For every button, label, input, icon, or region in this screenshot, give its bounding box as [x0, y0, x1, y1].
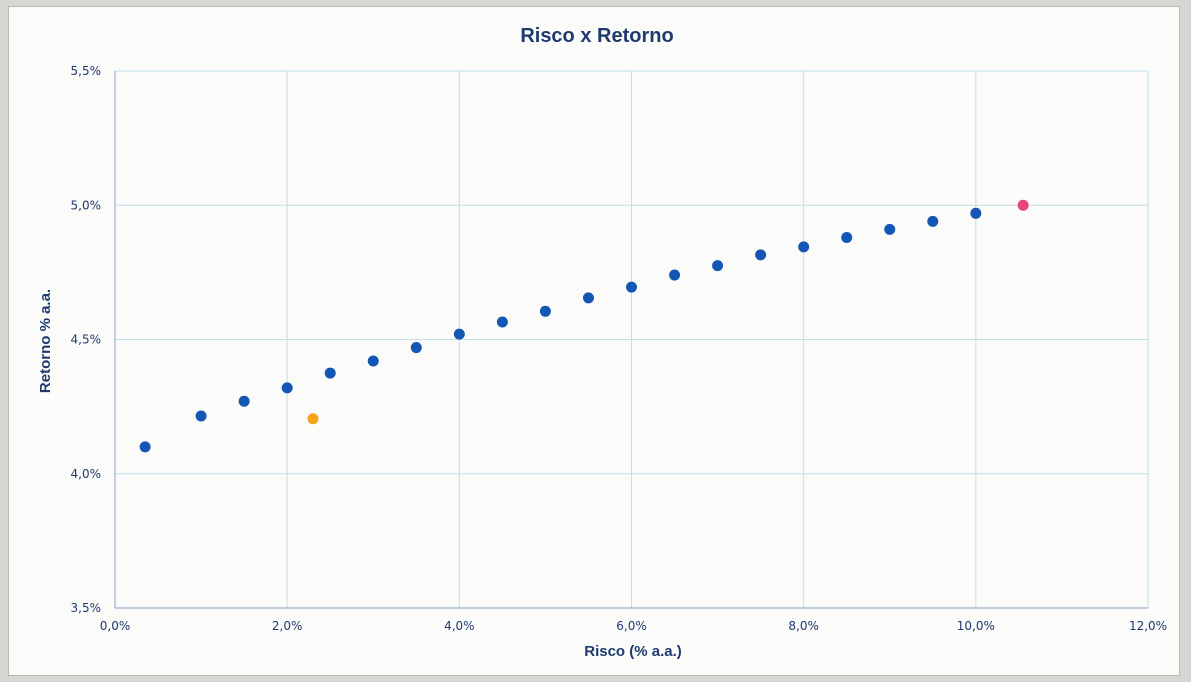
x-tick-label: 0,0%: [100, 619, 131, 633]
y-tick-label: 3,5%: [71, 601, 102, 615]
chart-frame: [8, 6, 1180, 676]
y-tick-label: 4,0%: [71, 467, 102, 481]
data-point: [841, 231, 853, 243]
data-points: [139, 199, 1029, 453]
data-point: [798, 241, 810, 253]
y-tick-label: 5,5%: [71, 64, 102, 78]
data-point: [195, 410, 207, 422]
data-point: [712, 260, 724, 272]
data-point: [669, 269, 681, 281]
data-point: [367, 355, 379, 367]
data-point: [582, 292, 594, 304]
x-tick-label: 2,0%: [272, 619, 303, 633]
y-tick-label: 4,5%: [71, 333, 102, 347]
data-point: [139, 441, 151, 453]
data-point: [626, 281, 637, 293]
data-point: [281, 382, 293, 394]
grid-layer: [114, 70, 1149, 609]
x-tick-label: 8,0%: [788, 619, 819, 633]
data-point: [453, 328, 465, 340]
data-point: [410, 342, 422, 354]
x-axis-title: Risco (% a.a.): [584, 643, 682, 660]
x-tick-label: 10,0%: [957, 619, 995, 633]
y-axis-title: Retorno % a.a.: [37, 289, 54, 393]
data-point: [1017, 199, 1029, 211]
data-point: [324, 367, 336, 379]
data-point: [539, 305, 551, 317]
data-point: [307, 413, 319, 425]
data-point: [496, 316, 508, 328]
data-point: [755, 249, 767, 261]
x-tick-label: 12,0%: [1129, 619, 1167, 633]
data-point: [238, 395, 250, 407]
chart-title: Risco x Retorno: [520, 25, 673, 47]
data-point: [927, 215, 939, 227]
y-tick-label: 5,0%: [71, 198, 102, 212]
data-point: [884, 223, 896, 235]
x-tick-label: 6,0%: [616, 619, 647, 633]
tick-labels: 0,0% 2,0% 4,0% 6,0% 8,0% 10,0% 12,0% 3,5% 4,0% 4,…: [71, 64, 1168, 633]
x-tick-label: 4,0%: [444, 619, 475, 633]
data-point: [970, 207, 982, 219]
